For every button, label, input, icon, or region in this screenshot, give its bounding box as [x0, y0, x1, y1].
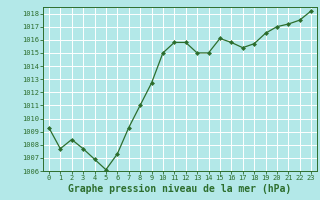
X-axis label: Graphe pression niveau de la mer (hPa): Graphe pression niveau de la mer (hPa)	[68, 184, 292, 194]
